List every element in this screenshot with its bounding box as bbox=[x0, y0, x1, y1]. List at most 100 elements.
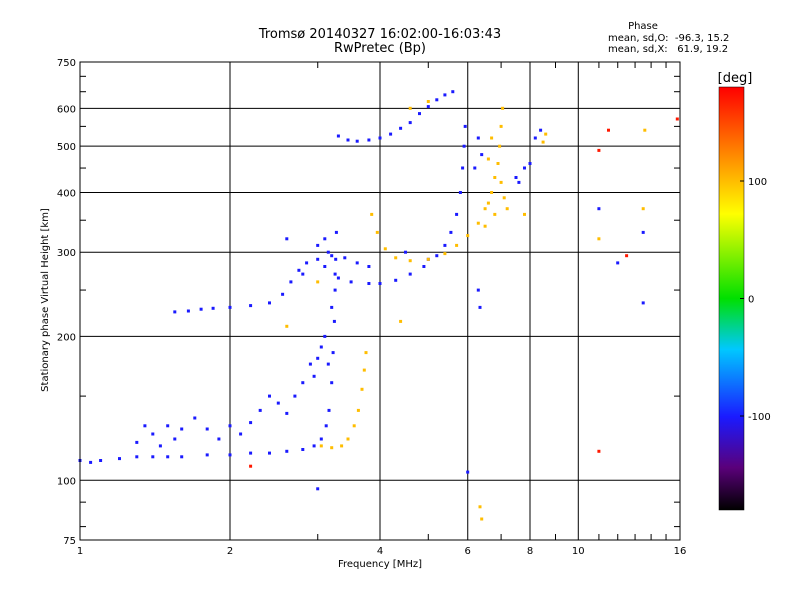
data-point bbox=[316, 243, 320, 247]
data-point bbox=[323, 265, 327, 268]
data-point bbox=[249, 304, 253, 308]
data-point bbox=[675, 117, 679, 121]
data-point bbox=[463, 124, 467, 128]
data-point bbox=[426, 100, 430, 103]
data-point bbox=[486, 201, 490, 205]
y-tick-label: 200 bbox=[57, 332, 76, 343]
data-point bbox=[324, 424, 328, 428]
data-point bbox=[455, 212, 459, 216]
data-point bbox=[312, 444, 316, 448]
data-point bbox=[173, 437, 177, 441]
data-point bbox=[312, 374, 316, 378]
data-point bbox=[268, 451, 271, 455]
data-point bbox=[228, 305, 232, 309]
data-point bbox=[319, 437, 323, 441]
data-point bbox=[166, 424, 170, 428]
data-point bbox=[193, 416, 197, 420]
data-point bbox=[399, 126, 403, 130]
data-point bbox=[466, 234, 470, 238]
data-point bbox=[641, 301, 645, 305]
data-point bbox=[541, 140, 545, 144]
data-point bbox=[346, 437, 350, 441]
data-point bbox=[118, 457, 121, 461]
data-point bbox=[326, 250, 330, 254]
data-point bbox=[483, 224, 487, 228]
data-point bbox=[330, 254, 334, 258]
data-point bbox=[228, 453, 232, 457]
data-point bbox=[461, 166, 465, 170]
data-point bbox=[418, 112, 421, 116]
data-point bbox=[305, 261, 309, 265]
y-axis-label: Stationary phase Virtual Height [km] bbox=[40, 208, 51, 392]
y-tick-label: 750 bbox=[57, 58, 76, 69]
data-point bbox=[486, 157, 490, 161]
data-point bbox=[356, 408, 360, 412]
colorbar-label: [deg] bbox=[718, 71, 753, 86]
data-point bbox=[301, 381, 305, 385]
data-point bbox=[352, 424, 356, 428]
data-point bbox=[378, 282, 382, 285]
y-tick-label: 400 bbox=[57, 188, 76, 199]
data-point bbox=[285, 324, 289, 328]
stats-heading: Phase bbox=[628, 21, 658, 32]
data-point bbox=[394, 278, 398, 282]
data-point bbox=[364, 351, 368, 355]
data-point bbox=[334, 230, 338, 234]
data-point bbox=[539, 128, 543, 132]
data-point bbox=[355, 261, 359, 265]
data-point bbox=[451, 90, 455, 94]
data-point bbox=[336, 134, 340, 138]
data-point bbox=[544, 132, 548, 136]
data-point bbox=[408, 121, 412, 125]
data-point bbox=[180, 455, 184, 459]
colorbar-tick-label: -100 bbox=[748, 412, 771, 423]
y-tick-label: 300 bbox=[57, 248, 76, 259]
data-point bbox=[478, 505, 482, 509]
data-point bbox=[426, 105, 430, 109]
x-tick-label: 1 bbox=[77, 546, 83, 557]
colorbar-tick-label: 0 bbox=[748, 295, 754, 306]
data-point bbox=[205, 453, 209, 457]
data-point bbox=[330, 305, 334, 309]
data-point bbox=[597, 237, 601, 241]
data-point bbox=[408, 106, 412, 110]
data-point bbox=[333, 288, 337, 292]
data-point bbox=[483, 207, 487, 211]
data-point bbox=[331, 351, 335, 355]
data-point bbox=[346, 138, 350, 142]
stats-line-o: mean, sd,O: -96.3, 15.2 bbox=[608, 33, 729, 44]
data-point bbox=[389, 132, 393, 136]
data-point bbox=[333, 272, 337, 276]
data-point bbox=[268, 394, 271, 398]
data-point bbox=[378, 136, 382, 140]
data-point bbox=[308, 362, 312, 366]
y-tick-label: 600 bbox=[57, 104, 76, 115]
data-point bbox=[367, 138, 371, 142]
data-point bbox=[370, 212, 374, 216]
data-point bbox=[360, 387, 364, 391]
data-point bbox=[443, 252, 447, 256]
data-point bbox=[443, 243, 447, 247]
data-point bbox=[422, 265, 426, 268]
data-point bbox=[455, 243, 459, 247]
data-point bbox=[173, 310, 177, 314]
data-point bbox=[493, 176, 497, 179]
data-point bbox=[523, 212, 526, 216]
data-point bbox=[625, 254, 629, 258]
data-point bbox=[480, 517, 484, 521]
data-point bbox=[478, 305, 482, 309]
data-point bbox=[239, 432, 243, 436]
data-point bbox=[285, 237, 289, 241]
data-point bbox=[383, 247, 387, 251]
data-point bbox=[281, 292, 285, 296]
x-tick-label: 6 bbox=[465, 546, 471, 557]
data-point bbox=[367, 282, 371, 285]
y-tick-label: 500 bbox=[57, 142, 76, 153]
data-point bbox=[258, 408, 262, 412]
data-point bbox=[349, 280, 353, 284]
data-point bbox=[297, 268, 301, 272]
data-point bbox=[404, 250, 407, 254]
data-point bbox=[326, 362, 330, 366]
data-point bbox=[641, 207, 645, 211]
